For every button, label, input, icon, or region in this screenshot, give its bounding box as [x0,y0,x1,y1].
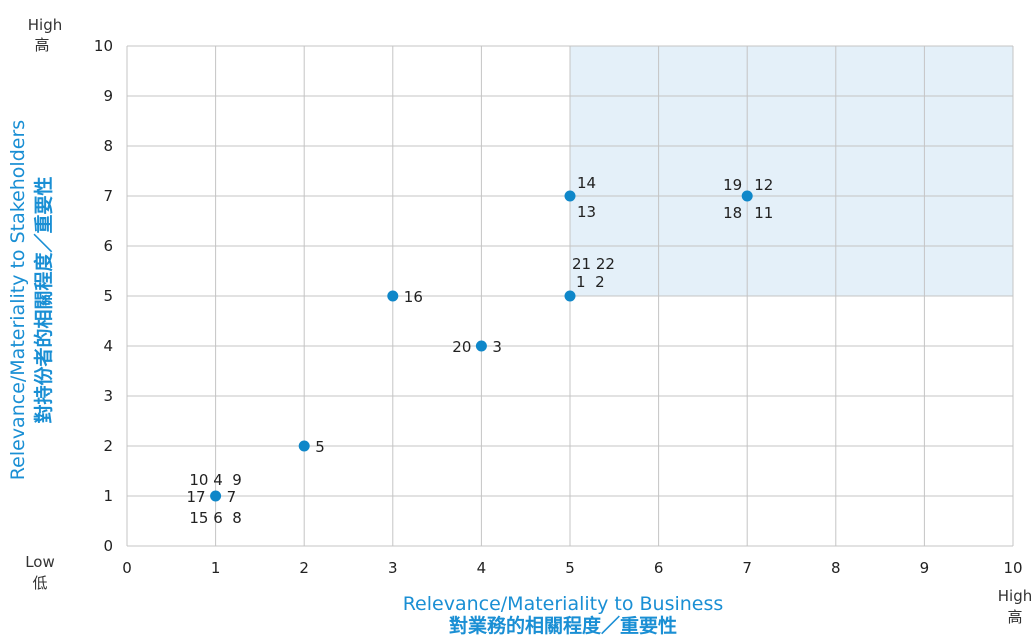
point-label: 1 2 [576,273,605,291]
point-label: 21 22 [572,255,615,273]
x-tick-label: 1 [211,559,221,577]
data-points [210,190,753,502]
y-tick-label: 8 [103,137,113,155]
point-label: 13 [577,203,596,221]
y-tick-label: 5 [103,287,113,305]
point-label: 12 [754,176,773,194]
y-axis-title: Relevance/Materiality to Stakeholders [7,120,29,480]
x-tick-label: 9 [920,559,930,577]
data-point [564,290,576,302]
y-tick-label: 0 [103,537,113,555]
point-label: 20 [452,338,471,356]
y-low-label-cn: 低 [32,574,47,592]
data-point [387,290,399,302]
y-high-label: High [28,16,62,34]
point-label: 16 [404,288,423,306]
highlight-region [570,46,1013,296]
y-tick-label: 10 [94,37,113,55]
data-point [564,190,576,202]
x-high-label-cn: 高 [1007,608,1022,626]
data-point [298,440,310,452]
data-point [741,190,753,202]
y-axis-title-cn: 對持份者的相關程度／重要性 [32,176,55,423]
y-tick-label: 9 [103,87,113,105]
x-high-label: High [998,587,1032,605]
y-tick-label: 4 [103,337,113,355]
data-point [210,490,222,502]
x-axis-title-cn: 對業務的相關程度／重要性 [449,614,677,637]
x-tick-label: 8 [831,559,841,577]
point-label: 3 [492,338,502,356]
y-low-label: Low [25,553,55,571]
x-tick-label: 2 [299,559,309,577]
point-label: 17 [187,488,206,506]
point-label: 7 [227,488,237,506]
point-labels: 10 4 917 7 15 6 8 5 16 20 3 21 221 2 14 13 19 12 18 1… [187,174,774,527]
data-point [475,340,487,352]
point-label: 19 [723,176,742,194]
x-axis-title: Relevance/Materiality to Business [403,593,724,615]
point-label: 5 [315,438,325,456]
grid [126,45,1014,547]
point-label: 18 [723,204,742,222]
point-label: 14 [577,174,596,192]
x-tick-label: 3 [388,559,398,577]
x-tick-label: 4 [477,559,487,577]
x-tick-label: 7 [742,559,752,577]
y-high-label-cn: 高 [34,36,49,54]
point-label: 11 [754,204,773,222]
x-tick-label: 6 [654,559,664,577]
y-tick-label: 3 [103,387,113,405]
x-tick-label: 0 [122,559,132,577]
y-tick-label: 2 [103,437,113,455]
point-label: 10 4 9 [189,471,241,489]
y-tick-label: 7 [103,187,113,205]
y-tick-label: 6 [103,237,113,255]
y-tick-label: 1 [103,487,113,505]
x-tick-label: 5 [565,559,575,577]
point-label: 15 6 8 [189,509,241,527]
x-tick-label: 10 [1003,559,1022,577]
